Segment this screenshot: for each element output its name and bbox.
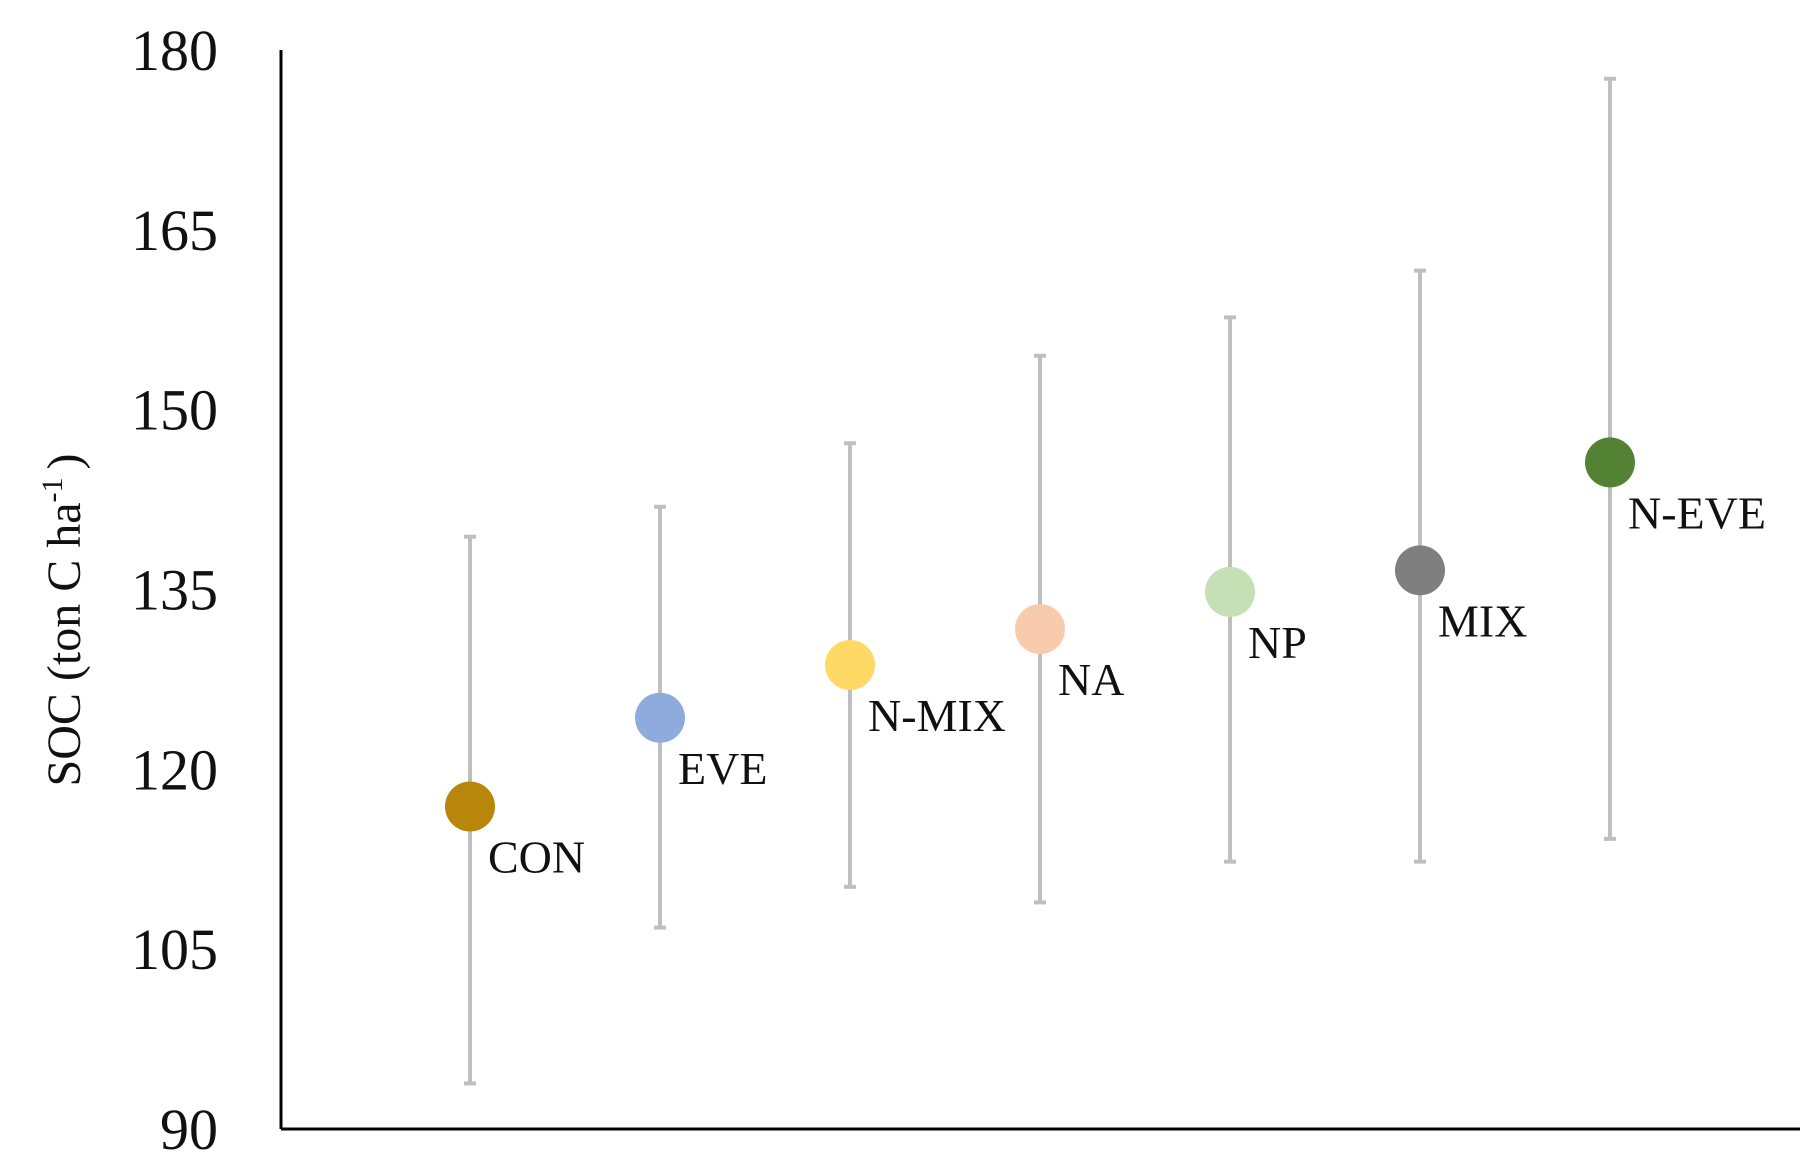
- y-axis-title-closing: ): [38, 454, 91, 470]
- y-axis-title-main: SOC (ton C ha: [38, 502, 91, 786]
- point-label-mix: MIX: [1438, 595, 1527, 646]
- error-bars: [464, 76, 1616, 1086]
- point-label-na: NA: [1058, 654, 1124, 705]
- data-point-np: [1205, 566, 1255, 617]
- point-label-con: CON: [488, 831, 585, 882]
- y-tick-label: 90: [160, 1097, 218, 1162]
- point-label-n-eve: N-EVE: [1628, 487, 1766, 538]
- point-label-n-mix: N-MIX: [868, 690, 1006, 741]
- axes: [279, 50, 1800, 1131]
- y-axis-title-superscript: -1: [36, 477, 69, 502]
- y-axis-ticks: 90 105 120 135 150 165 180: [131, 18, 218, 1162]
- y-tick-label: 105: [131, 917, 218, 982]
- y-axis-title: SOC (ton C ha-1): [36, 454, 91, 787]
- y-tick-label: 180: [131, 18, 218, 83]
- data-point-con: [445, 781, 495, 832]
- y-tick-label: 150: [131, 378, 218, 443]
- data-point-na: [1015, 604, 1065, 655]
- point-label-eve: EVE: [678, 743, 767, 794]
- data-point-n-mix: [825, 640, 875, 691]
- data-point-eve: [635, 692, 685, 743]
- y-tick-label: 135: [131, 558, 218, 623]
- point-label-np: NP: [1248, 617, 1307, 668]
- data-points: [445, 437, 1635, 832]
- point-labels: CON EVE N-MIX NA NP MIX N-EVE: [488, 487, 1766, 882]
- y-tick-label: 120: [131, 737, 218, 802]
- y-tick-label: 165: [131, 198, 218, 263]
- data-point-n-eve: [1585, 437, 1635, 488]
- data-point-mix: [1395, 545, 1445, 596]
